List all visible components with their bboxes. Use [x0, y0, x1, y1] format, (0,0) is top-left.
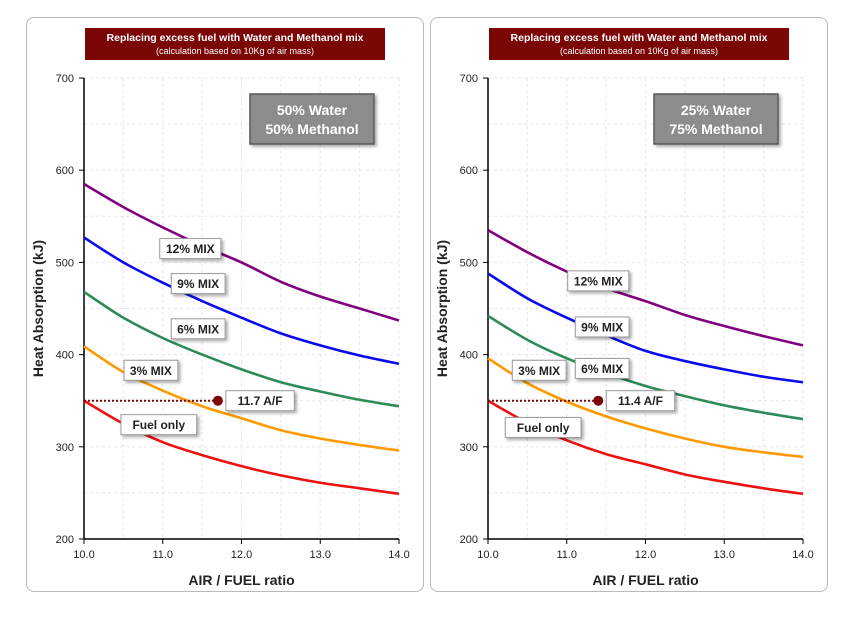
series-label-3-mix-text: 3% MIX — [518, 364, 560, 378]
y-tick-label: 300 — [56, 442, 74, 454]
y-tick-label: 400 — [56, 350, 74, 362]
x-tick-label: 10.0 — [73, 549, 94, 561]
y-tick-label: 200 — [460, 534, 478, 546]
series-label-fuel-only-text: Fuel only — [132, 418, 185, 432]
y-axis-label: Heat Absorption (kJ) — [30, 240, 46, 377]
series-label-fuel-only-text: Fuel only — [517, 421, 570, 435]
line-chart: 10.0 11.0 12.0 13.0 14.0 200 300 400 500 600 700 AI… — [27, 18, 425, 593]
x-tick-label: 11.0 — [556, 549, 577, 561]
x-axis-label: AIR / FUEL ratio — [188, 572, 294, 588]
series-label-9-mix: 9% MIX — [575, 317, 629, 337]
mix-box-line1: 50% Water — [277, 102, 348, 118]
x-tick-label: 10.0 — [477, 549, 498, 561]
x-tick-label: 14.0 — [792, 549, 813, 561]
y-tick-label: 200 — [56, 534, 74, 546]
grid — [84, 78, 399, 539]
series-label-fuel-only: Fuel only — [121, 415, 197, 435]
series-label-9-mix-text: 9% MIX — [177, 277, 219, 291]
x-tick-label: 12.0 — [231, 549, 252, 561]
marker-label-text: 11.7 A/F — [238, 394, 283, 408]
x-tick-label: 13.0 — [714, 549, 735, 561]
x-tick-label: 11.0 — [152, 549, 173, 561]
series-label-6-mix-text: 6% MIX — [581, 362, 623, 376]
chart-panel-left: Replacing excess fuel with Water and Met… — [26, 17, 424, 592]
x-tick-label: 12.0 — [635, 549, 656, 561]
series-label-6-mix-text: 6% MIX — [177, 322, 219, 336]
marker-label: 11.7 A/F — [226, 391, 294, 411]
y-tick-label: 700 — [460, 73, 478, 85]
y-tick-label: 700 — [56, 73, 74, 85]
series-label-12-mix-text: 12% MIX — [574, 274, 623, 288]
series-label-12-mix-text: 12% MIX — [166, 242, 215, 256]
y-tick-label: 500 — [460, 257, 478, 269]
series-label-fuel-only: Fuel only — [505, 417, 581, 437]
series-label-9-mix-text: 9% MIX — [581, 320, 623, 334]
line-chart: 10.0 11.0 12.0 13.0 14.0 200 300 400 500 600 700 AI… — [431, 18, 829, 593]
x-tick-label: 13.0 — [310, 549, 331, 561]
series-label-9-mix: 9% MIX — [171, 274, 225, 294]
y-tick-label: 600 — [460, 165, 478, 177]
series-label-12-mix: 12% MIX — [568, 271, 629, 291]
mix-box-line2: 50% Methanol — [265, 121, 358, 137]
series-label-3-mix: 3% MIX — [124, 360, 178, 380]
chart-panel-right: Replacing excess fuel with Water and Met… — [430, 17, 828, 592]
series-label-6-mix: 6% MIX — [575, 358, 629, 378]
marker-point — [213, 396, 223, 406]
series-label-6-mix: 6% MIX — [171, 319, 225, 339]
y-tick-label: 600 — [56, 165, 74, 177]
series-label-3-mix: 3% MIX — [512, 360, 566, 380]
marker-point — [593, 396, 603, 406]
y-tick-label: 300 — [460, 442, 478, 454]
marker-label: 11.4 A/F — [606, 391, 674, 411]
y-tick-label: 400 — [460, 350, 478, 362]
y-tick-label: 500 — [56, 257, 74, 269]
mix-box: 25% Water 75% Methanol — [654, 94, 778, 144]
series-label-12-mix: 12% MIX — [160, 239, 221, 259]
mix-box: 50% Water 50% Methanol — [250, 94, 374, 144]
grid — [488, 78, 803, 539]
x-axis-label: AIR / FUEL ratio — [592, 572, 698, 588]
mix-box-line2: 75% Methanol — [669, 121, 762, 137]
marker-label-text: 11.4 A/F — [618, 394, 663, 408]
series-label-3-mix-text: 3% MIX — [130, 364, 172, 378]
mix-box-line1: 25% Water — [681, 102, 752, 118]
y-axis-label: Heat Absorption (kJ) — [434, 240, 450, 377]
x-tick-label: 14.0 — [388, 549, 409, 561]
